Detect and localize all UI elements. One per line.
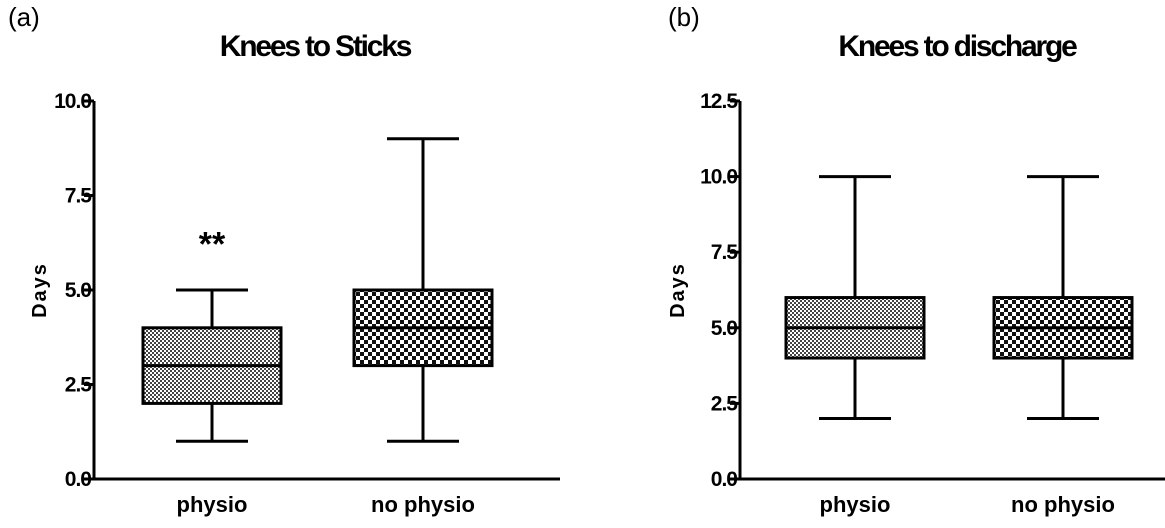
y-tick-label: 12.5 xyxy=(700,90,738,113)
x-category-label: physio xyxy=(820,492,891,517)
x-category-label: no physio xyxy=(371,492,475,517)
y-tick-label: 0.0 xyxy=(65,468,92,491)
y-axis-label: Days xyxy=(667,262,689,318)
box-no-physio xyxy=(352,137,494,443)
x-category-label: physio xyxy=(177,492,248,517)
significance-annotation: ** xyxy=(199,225,226,263)
chart-title: Knees to Sticks xyxy=(220,30,412,63)
y-axis-label: Days xyxy=(29,262,51,318)
chart-panel-1: (a) Knees to Sticks Days 0.0 2.5 5.0 7.5 10.0 ph… xyxy=(8,2,560,517)
y-tick-label: 2.5 xyxy=(711,392,739,415)
y-tick-label: 10.0 xyxy=(54,90,91,113)
y-tick-label: 5.0 xyxy=(65,279,92,302)
panel-letter: (b) xyxy=(668,2,700,32)
y-tick-label: 0.0 xyxy=(711,468,738,491)
y-tick-label: 2.5 xyxy=(65,374,93,397)
panel-letter: (a) xyxy=(8,2,40,32)
box-physio xyxy=(784,175,926,421)
x-category-label: no physio xyxy=(1011,492,1115,517)
y-tick-label: 7.5 xyxy=(65,185,93,208)
chart-title: Knees to discharge xyxy=(838,30,1077,63)
y-tick-label: 7.5 xyxy=(711,241,739,264)
y-tick-label: 10.0 xyxy=(700,166,737,189)
box-physio xyxy=(141,288,283,443)
chart-panel-2: (b) Knees to discharge Days 0.0 2.5 5.0 7.5 10.… xyxy=(667,2,1165,517)
y-tick-label: 5.0 xyxy=(711,317,738,340)
box-no-physio xyxy=(992,175,1134,421)
